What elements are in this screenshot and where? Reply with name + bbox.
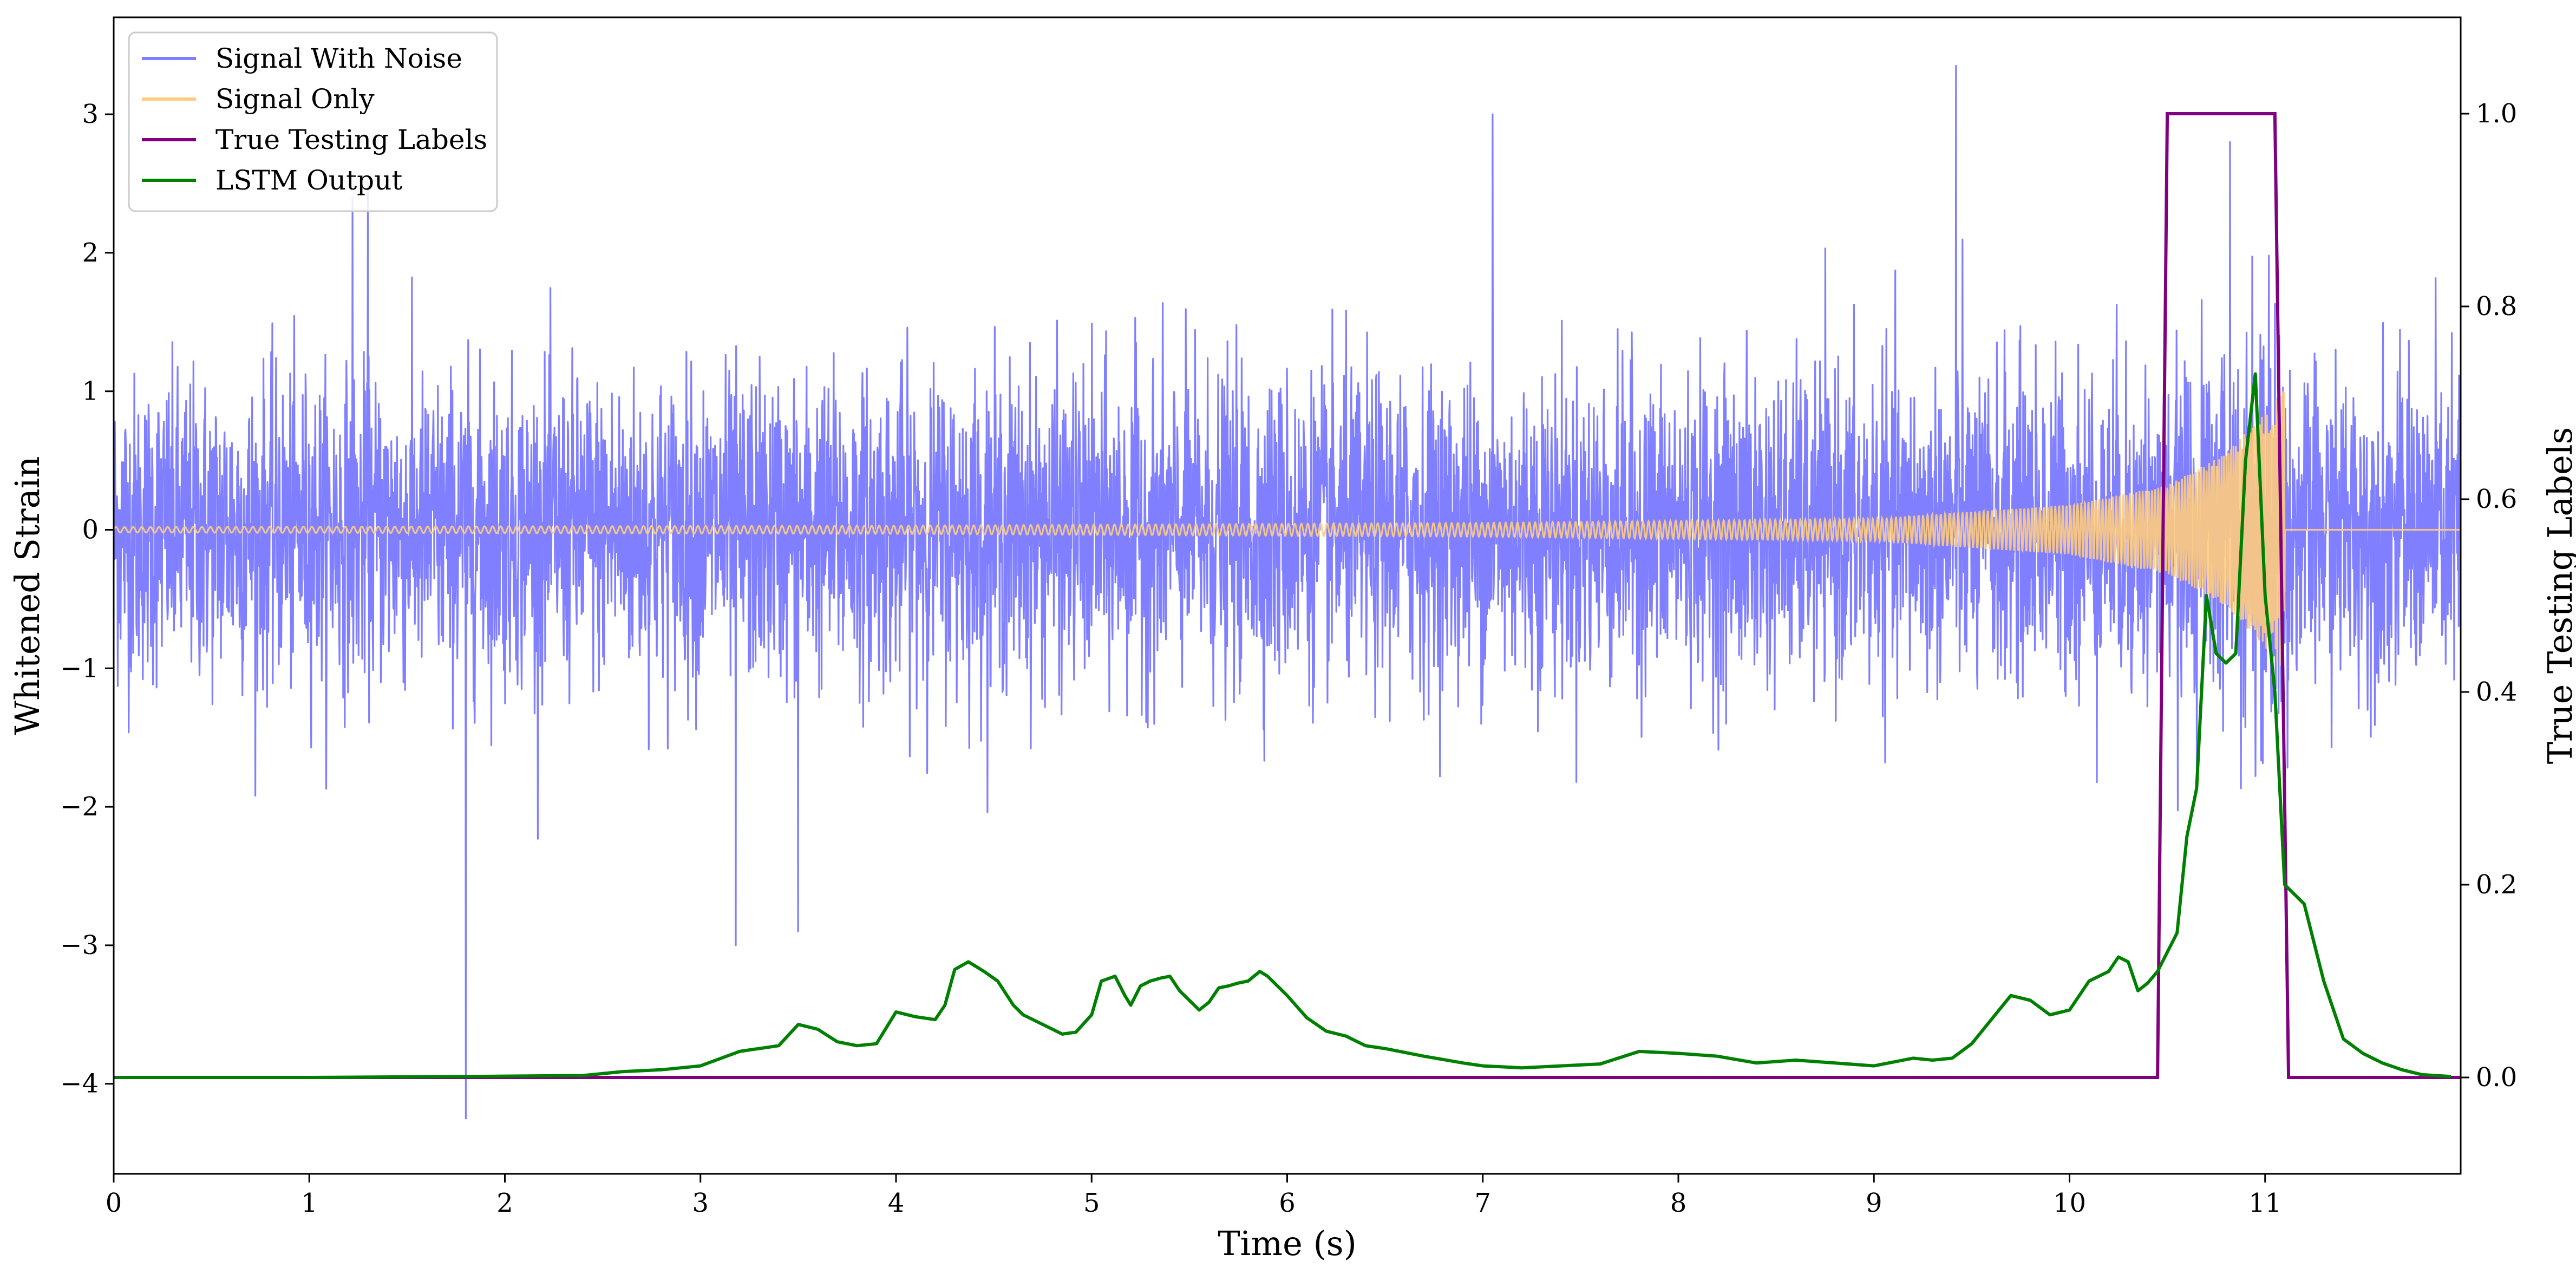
series-signal-with-noise [114, 64, 2461, 1120]
y-tick-label: −2 [60, 792, 99, 822]
signal-only-line [114, 391, 2461, 666]
y2-tick-label: 0.6 [2476, 484, 2517, 514]
y-tick-label: −4 [60, 1069, 99, 1099]
x-tick-label: 7 [1474, 1188, 1491, 1218]
x-tick-label: 1 [301, 1188, 318, 1218]
lstm-output-line [114, 372, 2451, 1079]
legend-label: Signal Only [215, 83, 375, 115]
signal-with-noise-line [114, 64, 2461, 1120]
series-signal-only [114, 391, 2461, 666]
legend-label: Signal With Noise [215, 43, 462, 74]
y-axis-left: −4 −3 −2 −1 0 1 2 3 [60, 99, 114, 1099]
legend: Signal With Noise Signal Only True Testing… [128, 31, 498, 212]
y2-axis-label: True Testing Labels [2540, 427, 2576, 765]
y2-tick-label: 0.0 [2476, 1062, 2517, 1093]
y2-tick-label: 0.2 [2476, 870, 2517, 900]
legend-box [128, 31, 498, 212]
series-lstm-output [114, 372, 2451, 1079]
y-tick-label: 1 [82, 376, 99, 407]
legend-label: True Testing Labels [215, 124, 487, 155]
y-tick-label: 3 [82, 99, 99, 129]
x-tick-label: 10 [2053, 1188, 2086, 1218]
x-axis: 0 1 2 3 4 5 6 7 8 9 10 11 [106, 1174, 2281, 1218]
x-tick-label: 6 [1279, 1188, 1296, 1218]
y-axis-label: Whitened Strain [8, 456, 47, 735]
y-axis-right: 0.0 0.2 0.4 0.6 0.8 1.0 [2461, 99, 2517, 1093]
x-axis-label: Time (s) [1218, 1224, 1357, 1263]
true-testing-labels-line [114, 112, 2461, 1079]
y-tick-label: 2 [82, 238, 99, 268]
x-tick-label: 8 [1670, 1188, 1687, 1218]
x-tick-label: 11 [2248, 1188, 2281, 1218]
x-tick-label: 0 [106, 1188, 122, 1218]
y-tick-label: −3 [60, 930, 99, 961]
y2-tick-label: 1.0 [2476, 99, 2517, 129]
y2-tick-label: 0.8 [2476, 291, 2517, 322]
y-tick-label: −1 [60, 653, 99, 683]
legend-label: LSTM Output [215, 165, 402, 196]
series-true-testing-labels [114, 112, 2461, 1079]
x-tick-label: 2 [496, 1188, 513, 1218]
x-tick-label: 9 [1866, 1188, 1882, 1218]
x-tick-label: 3 [692, 1188, 709, 1218]
x-tick-label: 5 [1083, 1188, 1100, 1218]
x-tick-label: 4 [888, 1188, 905, 1218]
y2-tick-label: 0.4 [2476, 677, 2517, 707]
y-tick-label: 0 [82, 514, 99, 545]
